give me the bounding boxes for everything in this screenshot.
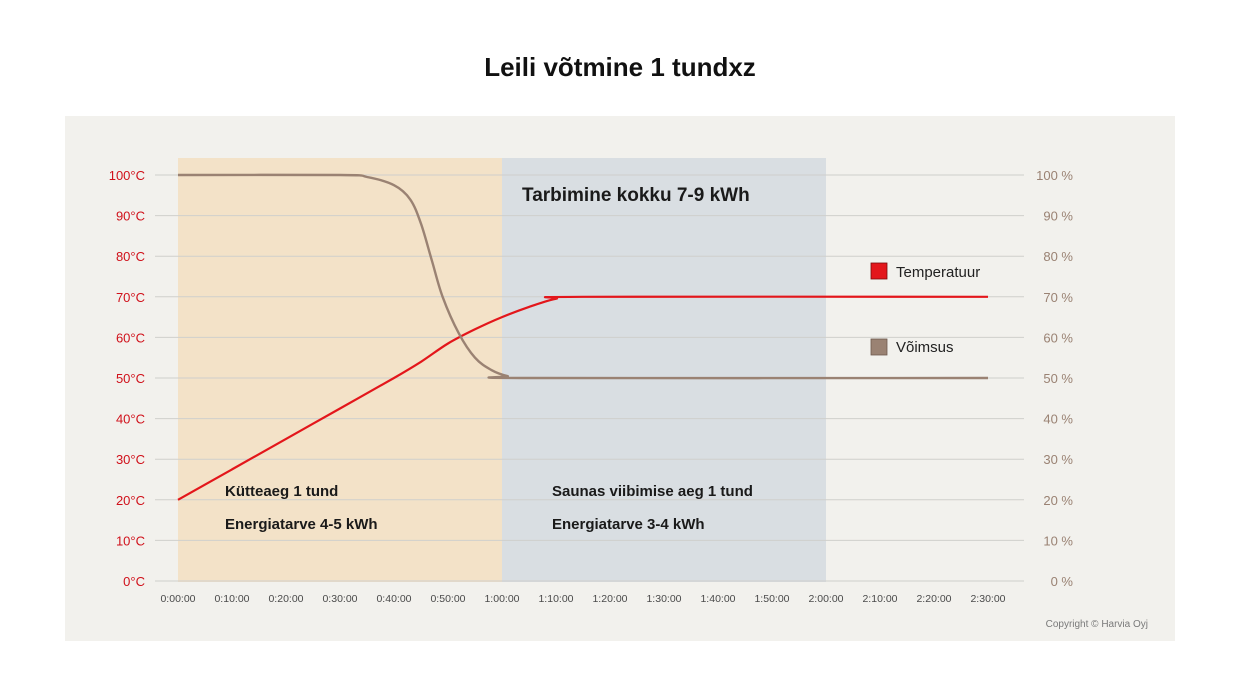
x-tick-label: 2:30:00 bbox=[970, 593, 1005, 605]
x-tick-label: 0:20:00 bbox=[268, 593, 303, 605]
copyright-text: Copyright © Harvia Oyj bbox=[1046, 619, 1148, 630]
y-right-tick-label: 10 % bbox=[1043, 533, 1073, 548]
y-left-tick-label: 60°C bbox=[116, 330, 145, 345]
x-tick-label: 0:30:00 bbox=[322, 593, 357, 605]
y-left-tick-label: 50°C bbox=[116, 371, 145, 386]
x-tick-label: 0:50:00 bbox=[430, 593, 465, 605]
y-left-tick-label: 10°C bbox=[116, 533, 145, 548]
y-right-tick-label: 30 % bbox=[1043, 452, 1073, 467]
annotation-stay-time: Saunas viibimise aeg 1 tund bbox=[552, 483, 753, 500]
x-tick-label: 1:00:00 bbox=[484, 593, 519, 605]
y-right-tick-label: 50 % bbox=[1043, 371, 1073, 386]
x-tick-label: 2:10:00 bbox=[862, 593, 897, 605]
annotation-total-consumption: Tarbimine kokku 7-9 kWh bbox=[522, 185, 750, 206]
legend-swatch-temperature bbox=[870, 262, 888, 280]
annotation-heating-energy: Energiatarve 4-5 kWh bbox=[225, 516, 378, 533]
y-right-tick-label: 100 % bbox=[1036, 168, 1073, 183]
y-right-tick-label: 70 % bbox=[1043, 290, 1073, 305]
legend-label-temperature: Temperatuur bbox=[896, 264, 980, 281]
x-tick-label: 1:10:00 bbox=[538, 593, 573, 605]
x-tick-label: 0:10:00 bbox=[214, 593, 249, 605]
legend: Temperatuur Võimsus bbox=[870, 262, 980, 356]
y-left-tick-label: 40°C bbox=[116, 412, 145, 427]
x-tick-label: 1:40:00 bbox=[700, 593, 735, 605]
y-right-tick-label: 20 % bbox=[1043, 493, 1073, 508]
y-left-tick-label: 70°C bbox=[116, 290, 145, 305]
x-tick-label: 1:20:00 bbox=[592, 593, 627, 605]
y-left-tick-label: 100°C bbox=[109, 168, 145, 183]
annotation-stay-energy: Energiatarve 3-4 kWh bbox=[552, 516, 705, 533]
x-tick-label: 1:50:00 bbox=[754, 593, 789, 605]
y-right-tick-label: 0 % bbox=[1051, 574, 1074, 589]
y-left-tick-label: 20°C bbox=[116, 493, 145, 508]
y-right-tick-label: 90 % bbox=[1043, 209, 1073, 224]
series-line-temperature bbox=[177, 295, 989, 501]
series-line-power bbox=[177, 173, 989, 380]
band-heating bbox=[178, 158, 502, 582]
chart-title: Leili võtmine 1 tundxz bbox=[484, 52, 756, 82]
y-right-tick-label: 40 % bbox=[1043, 412, 1073, 427]
x-tick-label: 1:30:00 bbox=[646, 593, 681, 605]
annotation-heating-time: Kütteaeg 1 tund bbox=[225, 483, 338, 500]
x-tick-label: 2:00:00 bbox=[808, 593, 843, 605]
legend-label-power: Võimsus bbox=[896, 339, 954, 356]
y-left-tick-label: 90°C bbox=[116, 209, 145, 224]
x-tick-label: 2:20:00 bbox=[916, 593, 951, 605]
x-tick-label: 0:40:00 bbox=[376, 593, 411, 605]
y-right-tick-label: 60 % bbox=[1043, 330, 1073, 345]
y-left-tick-label: 0°C bbox=[123, 574, 145, 589]
y-left-tick-label: 80°C bbox=[116, 249, 145, 264]
x-tick-label: 0:00:00 bbox=[160, 593, 195, 605]
y-left-tick-label: 30°C bbox=[116, 452, 145, 467]
band-stay bbox=[502, 158, 826, 582]
legend-swatch-power bbox=[870, 338, 888, 356]
y-right-tick-label: 80 % bbox=[1043, 249, 1073, 264]
